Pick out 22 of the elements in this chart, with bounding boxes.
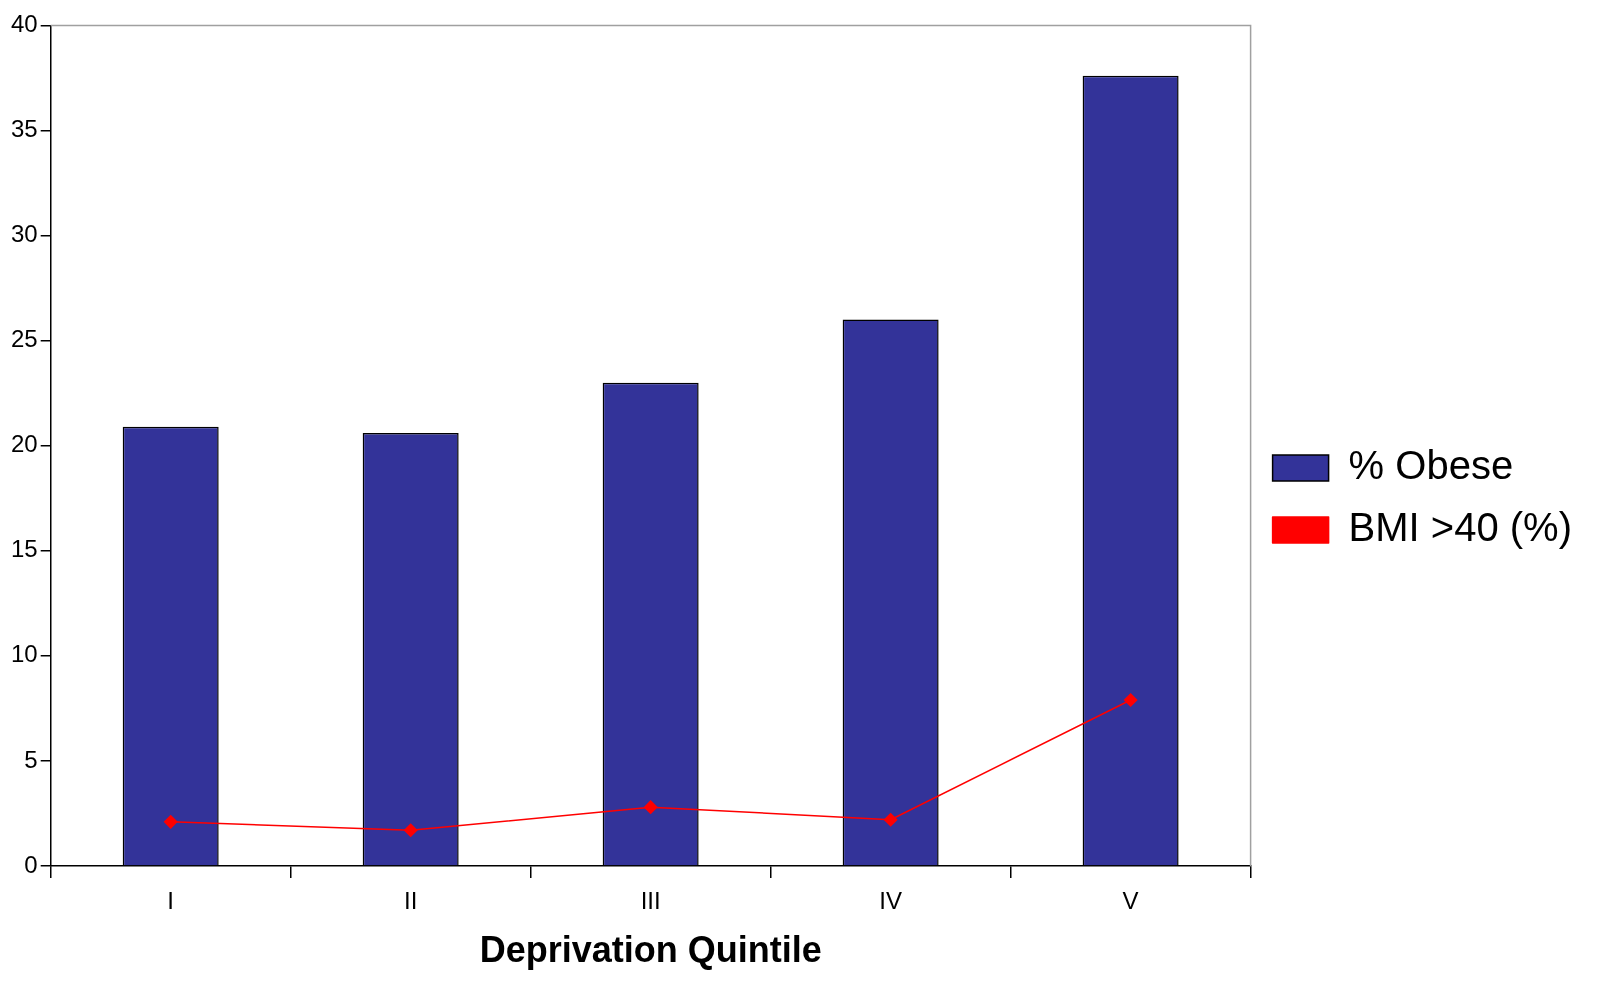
y-tick-label: 5 bbox=[24, 745, 38, 773]
point bbox=[1123, 693, 1138, 707]
x-tick-label: II bbox=[404, 887, 418, 915]
point bbox=[883, 813, 898, 827]
y-tick-label: 35 bbox=[10, 115, 38, 143]
x-tick-label: V bbox=[1122, 887, 1139, 915]
y-tick-label: 0 bbox=[24, 850, 38, 878]
x-axis-title: Deprivation Quintile bbox=[479, 929, 822, 971]
y-tick-label: 10 bbox=[10, 640, 38, 668]
y-tick-label: 20 bbox=[10, 430, 38, 458]
x-tick-label: I bbox=[167, 887, 175, 915]
x-tick-label: III bbox=[640, 887, 661, 915]
y-tick-label: 15 bbox=[10, 535, 38, 563]
y-tick-label: 25 bbox=[10, 325, 38, 353]
point bbox=[643, 800, 658, 814]
y-tick-label: 40 bbox=[10, 10, 38, 38]
y-tick-label: 30 bbox=[10, 220, 38, 248]
point bbox=[163, 815, 178, 829]
point bbox=[403, 823, 418, 838]
x-tick-label: IV bbox=[879, 887, 902, 915]
legend-label: % Obese bbox=[1348, 443, 1514, 488]
legend-label: BMI >40 (%) bbox=[1348, 505, 1573, 550]
